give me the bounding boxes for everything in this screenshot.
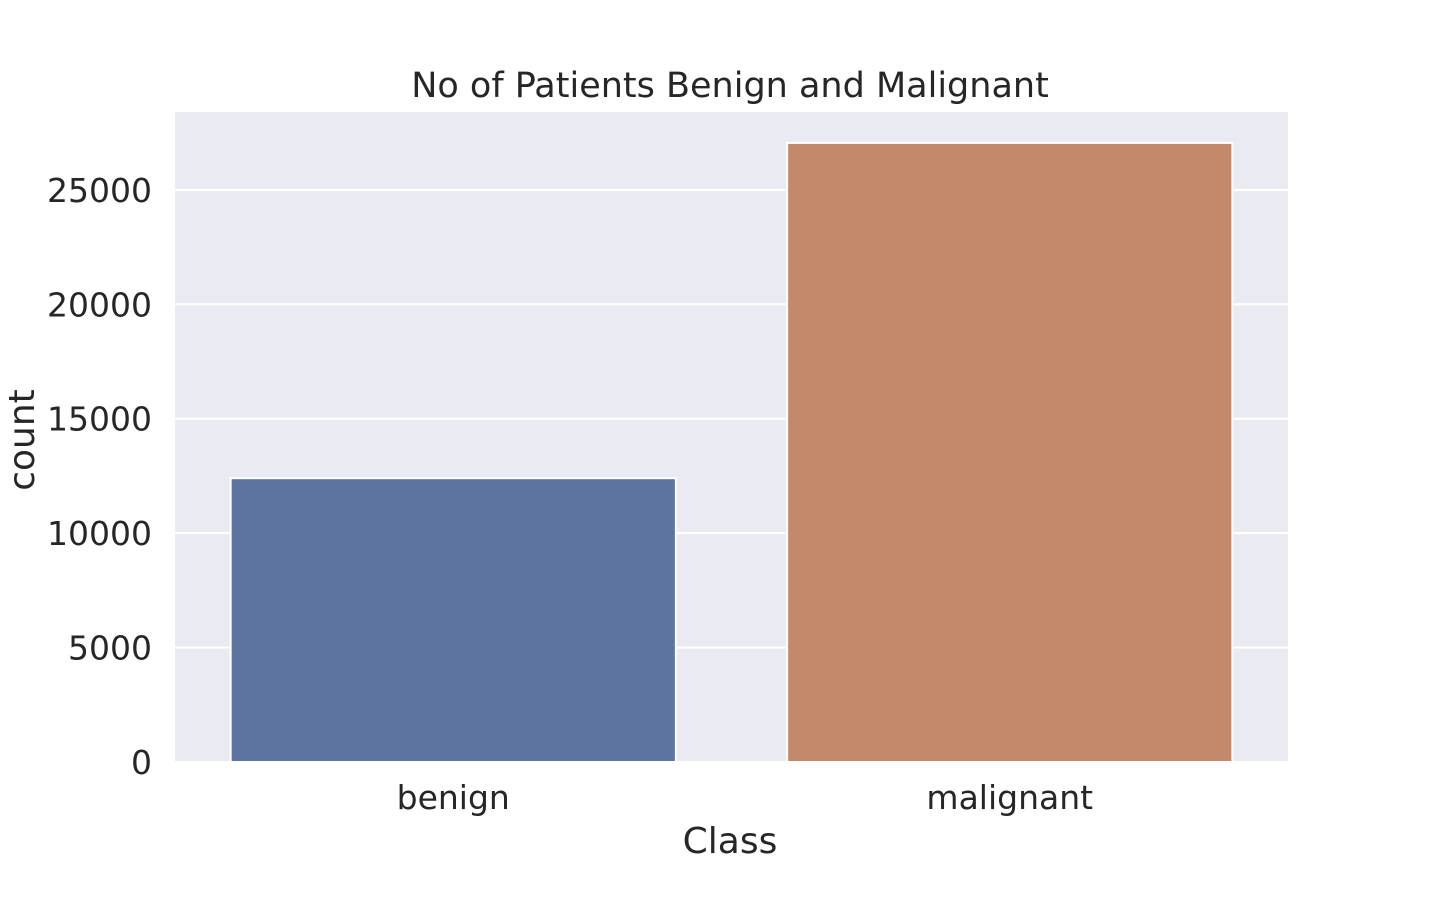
x-tick-label-malignant: malignant (926, 778, 1093, 817)
chart-title: No of Patients Benign and Malignant (411, 66, 1049, 106)
bar-malignant (786, 141, 1234, 763)
y-tick-label: 25000 (47, 171, 152, 210)
bar-benign (229, 477, 677, 763)
y-tick-label: 20000 (47, 285, 152, 324)
y-tick-label: 5000 (68, 629, 152, 668)
x-axis-label: Class (683, 821, 778, 862)
x-tick-labels: benign malignant (397, 778, 1093, 817)
x-tick-label-benign: benign (397, 778, 510, 817)
y-axis-label: count (2, 389, 43, 491)
y-tick-label: 10000 (47, 514, 152, 553)
bars (229, 141, 1234, 763)
y-tick-label: 15000 (47, 400, 152, 439)
y-tick-label: 0 (131, 743, 152, 782)
y-tick-labels: 0 5000 10000 15000 20000 25000 (47, 171, 152, 782)
